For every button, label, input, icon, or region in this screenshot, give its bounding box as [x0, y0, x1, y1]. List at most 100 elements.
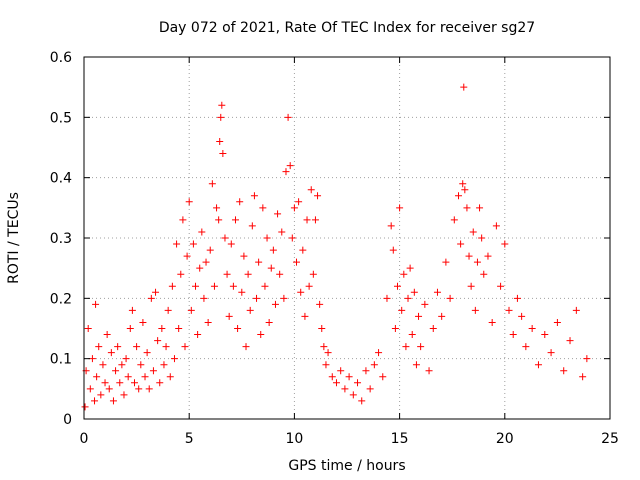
- data-point: [200, 294, 208, 302]
- data-point: [269, 246, 277, 254]
- data-point: [255, 258, 263, 266]
- x-axis-label: GPS time / hours: [288, 458, 405, 474]
- data-point: [560, 367, 568, 375]
- data-point: [250, 192, 258, 200]
- data-point: [154, 337, 162, 345]
- data-point: [173, 240, 181, 248]
- data-point: [185, 198, 193, 206]
- data-points: [81, 83, 591, 411]
- y-tick-label: 0: [63, 412, 72, 428]
- data-point: [459, 180, 467, 188]
- data-point: [122, 355, 130, 363]
- data-point: [534, 361, 542, 369]
- data-point: [293, 258, 301, 266]
- data-point: [328, 373, 336, 381]
- data-point: [457, 240, 465, 248]
- data-point: [271, 300, 279, 308]
- data-point: [362, 367, 370, 375]
- data-point: [229, 282, 237, 290]
- data-point: [417, 343, 425, 351]
- data-point: [404, 294, 412, 302]
- data-point: [518, 312, 526, 320]
- data-point: [196, 264, 204, 272]
- data-point: [124, 373, 132, 381]
- data-point: [305, 282, 313, 290]
- data-point: [288, 234, 296, 242]
- data-point: [309, 270, 317, 278]
- data-point: [99, 361, 107, 369]
- data-point: [429, 325, 437, 332]
- data-point: [162, 343, 170, 351]
- data-point: [93, 373, 101, 381]
- data-point: [152, 288, 160, 296]
- data-point: [522, 343, 530, 351]
- data-point: [480, 270, 488, 278]
- data-point: [513, 294, 521, 302]
- data-point: [358, 397, 366, 405]
- data-point: [84, 325, 92, 332]
- data-point: [181, 343, 189, 351]
- data-point: [460, 83, 468, 91]
- data-point: [175, 325, 183, 332]
- data-point: [225, 312, 233, 320]
- data-point: [286, 162, 294, 170]
- data-point: [572, 306, 580, 314]
- data-point: [316, 300, 324, 308]
- data-point: [284, 113, 292, 121]
- data-point: [166, 373, 174, 381]
- data-point: [170, 355, 178, 363]
- data-point: [398, 306, 406, 314]
- data-point: [406, 264, 414, 272]
- y-tick-label: 0.2: [50, 291, 72, 307]
- data-point: [337, 367, 345, 375]
- data-point: [412, 361, 420, 369]
- data-point: [469, 228, 477, 236]
- data-point: [141, 373, 149, 381]
- data-point: [393, 282, 401, 290]
- data-point: [484, 252, 492, 260]
- data-point: [189, 240, 197, 248]
- data-point: [238, 288, 246, 296]
- data-point: [137, 361, 145, 369]
- data-point: [421, 300, 429, 308]
- data-point: [114, 343, 122, 351]
- data-point: [553, 318, 561, 326]
- chart-title: Day 072 of 2021, Rate Of TEC Index for r…: [159, 20, 535, 36]
- data-point: [88, 355, 96, 363]
- data-point: [389, 246, 397, 254]
- data-point: [415, 312, 423, 320]
- axis-ticks: 0 5 10 15 20 25 0 0.1 0.2 0.3 0.4 0.5 0.6: [50, 50, 619, 447]
- data-point: [120, 391, 128, 399]
- data-point: [299, 246, 307, 254]
- data-point: [478, 234, 486, 242]
- data-point: [476, 204, 484, 212]
- data-point: [473, 258, 481, 266]
- data-point: [488, 318, 496, 326]
- data-point: [387, 222, 395, 230]
- data-point: [216, 137, 224, 145]
- data-point: [396, 204, 404, 212]
- data-point: [126, 325, 134, 332]
- data-point: [370, 361, 378, 369]
- data-point: [257, 331, 265, 339]
- data-point: [280, 294, 288, 302]
- data-point: [303, 216, 311, 224]
- data-point: [160, 361, 168, 369]
- data-point: [227, 240, 235, 248]
- data-point: [86, 385, 94, 393]
- data-point: [276, 270, 284, 278]
- data-point: [465, 252, 473, 260]
- data-point: [375, 349, 383, 357]
- data-point: [103, 331, 111, 339]
- data-point: [324, 349, 332, 357]
- y-tick-label: 0.3: [50, 231, 72, 247]
- data-point: [438, 312, 446, 320]
- data-point: [295, 198, 303, 206]
- data-point: [290, 204, 298, 212]
- data-point: [213, 204, 221, 212]
- data-point: [149, 367, 157, 375]
- data-point: [547, 349, 555, 357]
- data-point: [450, 216, 458, 224]
- data-point: [442, 258, 450, 266]
